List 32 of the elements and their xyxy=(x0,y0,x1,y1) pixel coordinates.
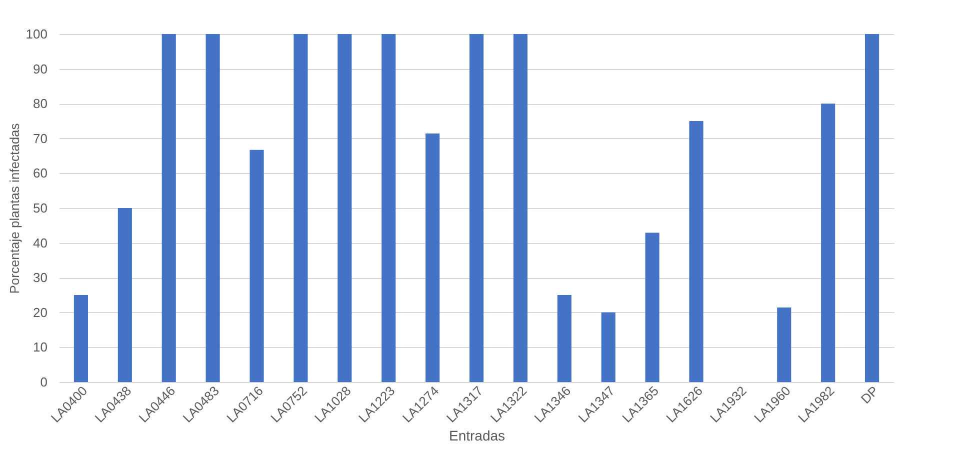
x-tick-label: DP xyxy=(858,383,882,406)
y-tick-label: 100 xyxy=(26,26,48,42)
bar xyxy=(557,295,572,382)
y-tick-label: 30 xyxy=(33,270,48,286)
y-tick-label: 90 xyxy=(33,61,48,76)
bar xyxy=(118,208,132,382)
bar xyxy=(777,308,792,382)
y-tick-label: 10 xyxy=(33,340,48,355)
bar xyxy=(382,34,396,382)
x-axis-title: Entradas xyxy=(448,427,506,444)
y-tick-label: 60 xyxy=(33,166,48,181)
y-axis-title: Porcentaje plantas infectadas xyxy=(6,122,22,294)
bar xyxy=(469,34,484,382)
bar xyxy=(864,34,880,382)
bar xyxy=(821,104,836,382)
bar xyxy=(689,121,704,382)
bar xyxy=(338,34,352,382)
y-tick-label: 0 xyxy=(40,374,48,390)
bar xyxy=(294,34,308,382)
bar xyxy=(513,34,528,382)
bar xyxy=(162,34,176,382)
bar xyxy=(250,150,264,382)
bar xyxy=(74,295,88,382)
bar xyxy=(426,134,440,382)
y-tick-label: 40 xyxy=(33,235,48,250)
bar xyxy=(645,232,660,382)
y-tick-label: 50 xyxy=(33,200,48,216)
y-tick-label: 70 xyxy=(33,130,48,146)
y-tick-label: 80 xyxy=(33,96,48,112)
bar xyxy=(206,34,220,382)
y-tick-label: 20 xyxy=(33,304,48,320)
bar xyxy=(601,312,616,382)
